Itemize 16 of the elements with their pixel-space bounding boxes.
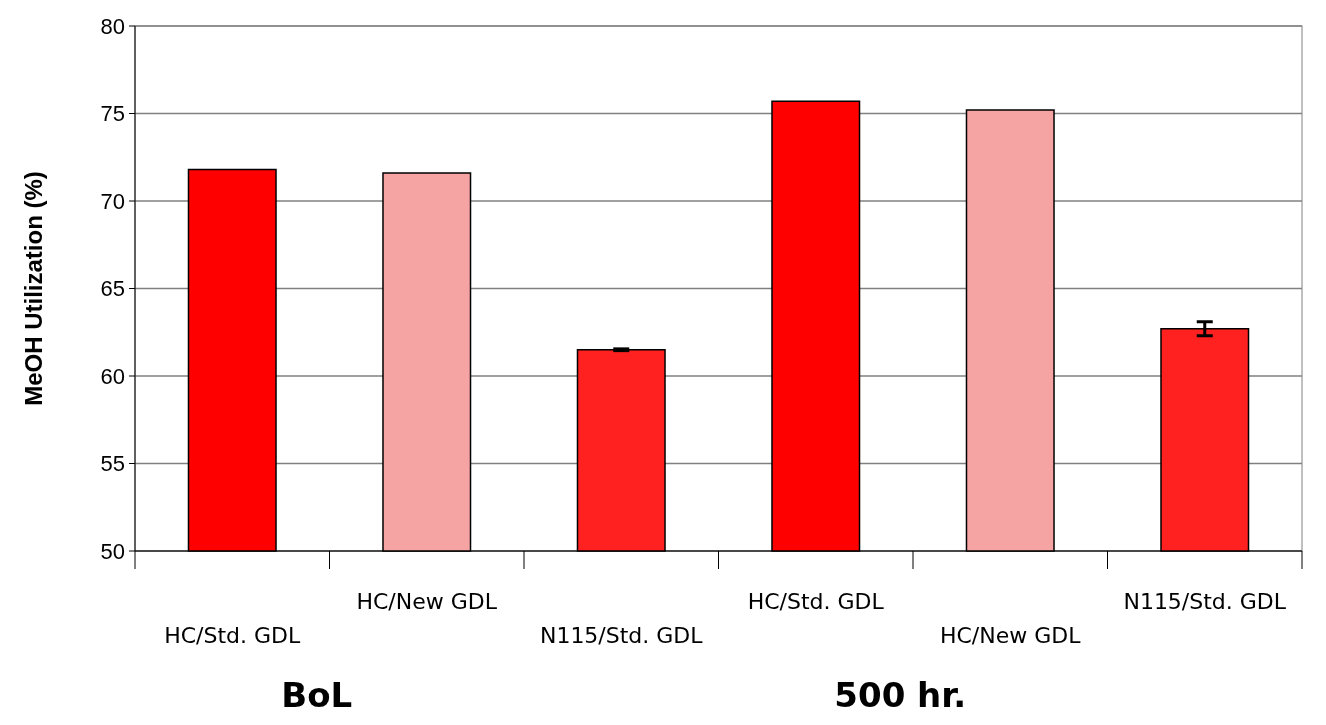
x-tick-label: HC/Std. GDL	[164, 623, 302, 648]
y-tick-label: 55	[100, 451, 125, 477]
x-tick-label: N115/Std. GDL	[539, 623, 704, 648]
x-tick-label: HC/New GDL	[939, 623, 1082, 648]
y-axis-title: MeOH Utilization (%)	[20, 171, 47, 406]
y-tick-label: 60	[100, 363, 125, 389]
text: 500 hr.	[834, 675, 967, 715]
x-tick-label: HC/New GDL	[356, 589, 498, 614]
x-tick-label: HC/Std. GDL	[747, 589, 885, 614]
y-tick-label: 50	[100, 538, 125, 564]
y-tick-label: 80	[100, 13, 125, 39]
y-tick-label: 70	[100, 188, 125, 214]
y-tick-label: 75	[100, 101, 125, 127]
x-tick-label: N115/Std. GDL	[1123, 589, 1287, 614]
text: BoL	[281, 675, 353, 715]
y-tick-label: 65	[100, 276, 125, 302]
